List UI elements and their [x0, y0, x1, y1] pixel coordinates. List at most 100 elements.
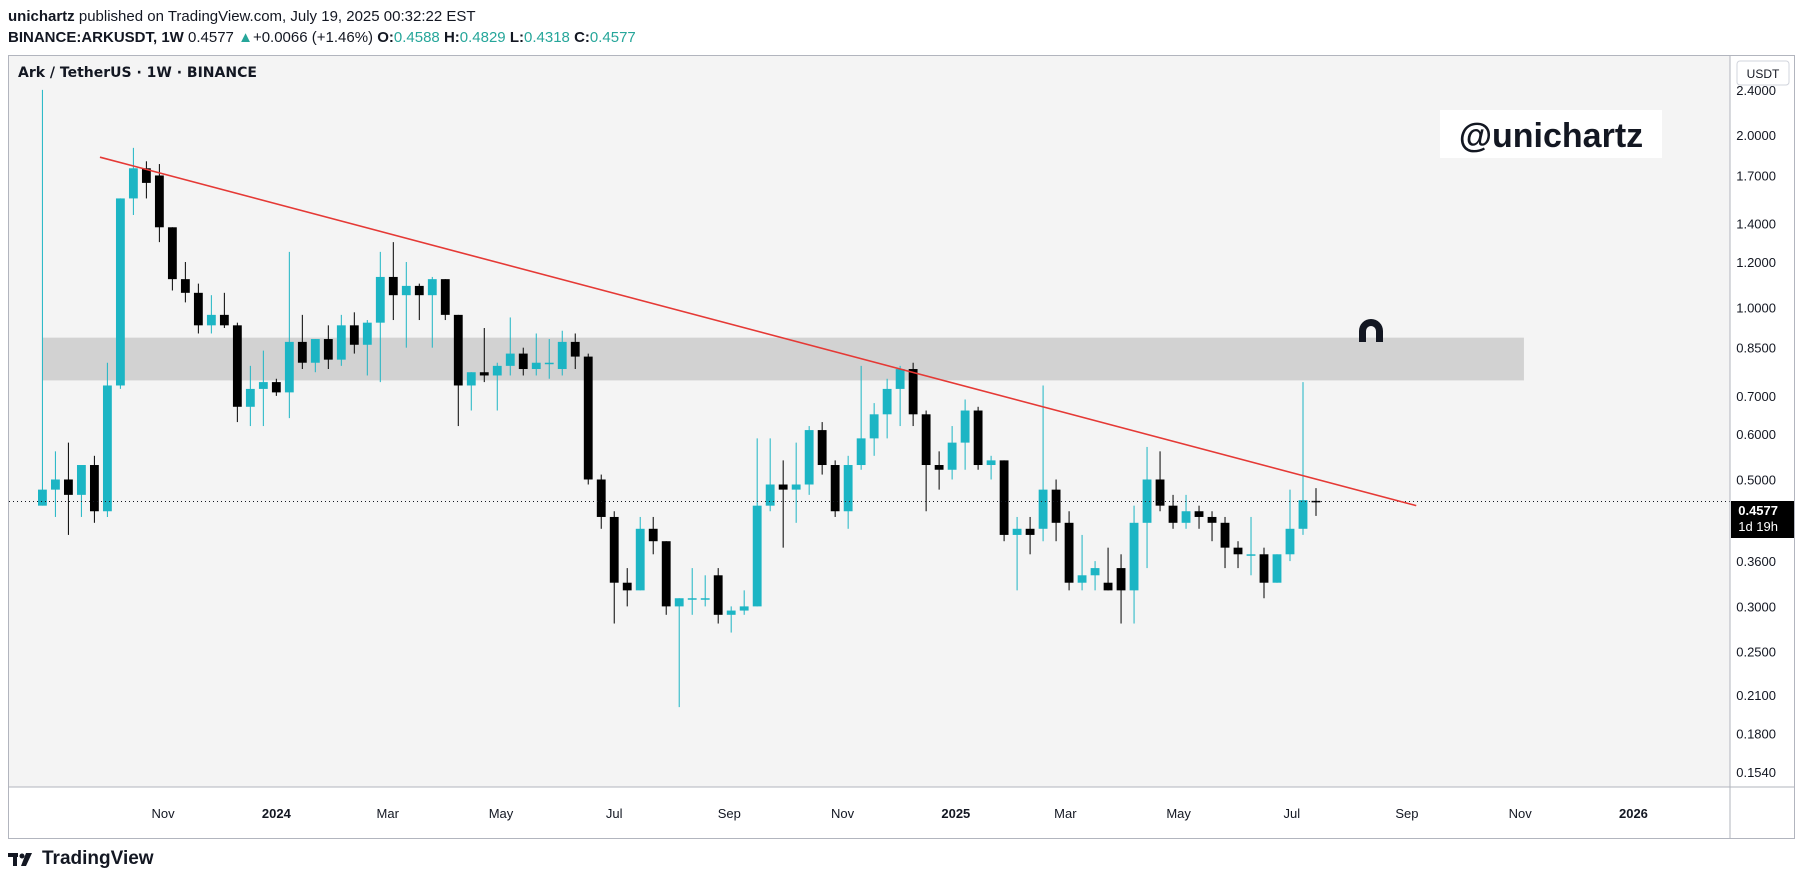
time-tick-label: Jul [606, 806, 623, 821]
tradingview-logo-icon [8, 853, 32, 866]
candle [141, 161, 151, 199]
low-label: L: [509, 29, 524, 46]
candle [531, 333, 541, 376]
candle-body [206, 314, 216, 326]
candle [1012, 516, 1022, 591]
candle [622, 568, 632, 607]
candle [518, 347, 528, 376]
candle [947, 426, 957, 480]
candle-body [1298, 500, 1308, 529]
time-tick-label: Mar [377, 806, 400, 821]
candle [700, 575, 710, 607]
candle-body [661, 541, 671, 607]
candle-body [804, 430, 814, 485]
candle [193, 283, 203, 334]
candle [362, 320, 372, 376]
candle-body [89, 465, 99, 512]
candle [1103, 547, 1113, 591]
candle-body [843, 465, 853, 512]
candle [934, 451, 944, 490]
candle-body [752, 505, 762, 607]
price-chart[interactable]: 2.4000 2.0000 1.7000 1.4000 1.2000 1.0000 0.85… [8, 55, 1795, 839]
plot-area[interactable] [9, 56, 1730, 787]
currency-badge[interactable] [1736, 60, 1790, 86]
candle [726, 606, 736, 633]
candle-body [570, 341, 580, 357]
candle-body [349, 325, 359, 345]
candle-body [1272, 554, 1282, 583]
candle-body [531, 362, 541, 370]
watermark-text: @unichartz [1459, 117, 1643, 155]
overlay-layer [9, 156, 1730, 507]
candle [89, 455, 99, 523]
candle-body [817, 430, 827, 466]
candle [453, 314, 463, 427]
candle [258, 350, 268, 427]
candle-body [102, 385, 112, 512]
time-tick-label: May [1166, 806, 1191, 821]
candle [882, 378, 892, 439]
publisher-name[interactable]: unichartz [8, 8, 75, 25]
candle-body [505, 353, 515, 366]
time-tick-label: Sep [1395, 806, 1418, 821]
candle-body [700, 598, 710, 600]
candle-body [1155, 479, 1165, 506]
candle-body [726, 610, 736, 615]
candle-body [1142, 479, 1152, 523]
candle-body [284, 341, 294, 393]
price-axis[interactable]: 2.4000 2.0000 1.7000 1.4000 1.2000 1.0000 0.85… [1736, 83, 1776, 780]
candle [349, 312, 359, 354]
footer-brand[interactable]: TradingView [8, 848, 154, 870]
candle-body [1246, 554, 1256, 556]
candle-body [648, 528, 658, 542]
candle [791, 442, 801, 523]
time-axis[interactable]: Nov 2024 Mar May Jul Sep Nov 2025 Mar May Jul Sep No… [152, 806, 1648, 821]
candle [336, 314, 346, 366]
candle-body [310, 339, 320, 363]
candle-body [219, 314, 229, 326]
candle [765, 438, 775, 512]
published-text: published on TradingView.com, July 19, 2… [78, 8, 476, 25]
candle-body [1207, 516, 1217, 523]
time-tick-label: Nov [1509, 806, 1533, 821]
high-value: 0.4829 [459, 29, 506, 46]
candle-body [921, 414, 931, 466]
high-label: H: [443, 29, 460, 46]
candle [986, 455, 996, 480]
candle-body [388, 276, 398, 296]
candle [440, 279, 450, 321]
candle-body [1181, 511, 1191, 523]
candle [154, 164, 164, 243]
candle [960, 399, 970, 470]
price-tick-label: 0.7000 [1736, 389, 1776, 404]
candle [609, 511, 619, 624]
candle [375, 251, 385, 383]
candle-body [635, 528, 645, 591]
candle [1246, 516, 1256, 576]
candle [674, 598, 684, 708]
candle [1194, 505, 1204, 529]
last-price-label: 0.4577 [1738, 503, 1778, 518]
candle [1233, 541, 1243, 569]
candle-body [1233, 547, 1243, 555]
candle [323, 325, 333, 370]
currency-label: USDT [1747, 67, 1780, 81]
candle [687, 568, 697, 615]
candle [1220, 516, 1230, 569]
price-tick-label: 1.4000 [1736, 217, 1776, 232]
price-tick-label: 0.3000 [1736, 599, 1776, 614]
candle [284, 251, 294, 419]
candle-body [1129, 522, 1139, 591]
candle [505, 317, 515, 376]
candle [245, 365, 255, 427]
candle [401, 262, 411, 348]
price-tick-label: 0.2100 [1736, 688, 1776, 703]
candle-body [414, 285, 424, 296]
candle-body [791, 484, 801, 490]
candle [830, 460, 840, 517]
candle [544, 339, 554, 379]
descending-trendline [99, 156, 1417, 507]
candle [1285, 489, 1295, 562]
candle [466, 372, 476, 411]
time-tick-label: Sep [718, 806, 741, 821]
